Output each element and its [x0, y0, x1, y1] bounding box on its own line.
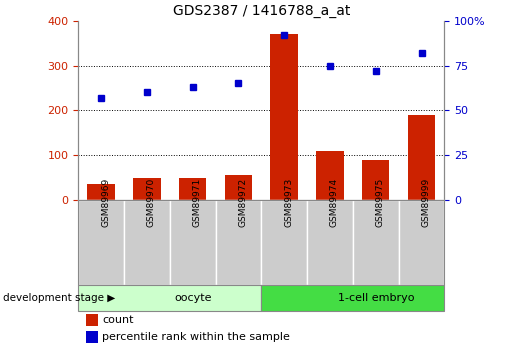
Bar: [262, 200, 307, 285]
Bar: [86, 314, 98, 326]
Text: GSM89970: GSM89970: [147, 178, 156, 227]
Bar: [78, 200, 124, 285]
Bar: [86, 331, 98, 343]
Bar: [87, 184, 115, 200]
Bar: [78, 285, 262, 310]
Bar: [179, 178, 207, 200]
Text: GSM89972: GSM89972: [238, 178, 247, 227]
Bar: [307, 200, 353, 285]
Text: GSM89969: GSM89969: [101, 178, 110, 227]
Text: 1-cell embryo: 1-cell embryo: [337, 293, 414, 303]
Bar: [408, 115, 435, 200]
Bar: [170, 200, 216, 285]
Text: count: count: [102, 315, 134, 325]
Bar: [271, 34, 298, 200]
Text: percentile rank within the sample: percentile rank within the sample: [102, 333, 290, 342]
Bar: [124, 200, 170, 285]
Text: oocyte: oocyte: [174, 293, 212, 303]
Text: GSM89971: GSM89971: [193, 178, 201, 227]
Bar: [262, 285, 444, 310]
Bar: [216, 200, 262, 285]
Bar: [398, 200, 444, 285]
Bar: [362, 160, 389, 200]
Bar: [86, 314, 98, 326]
Bar: [225, 175, 252, 200]
Text: GSM89974: GSM89974: [330, 178, 339, 227]
Text: GSM89973: GSM89973: [284, 178, 293, 227]
Text: GSM89999: GSM89999: [422, 178, 431, 227]
Text: development stage ▶: development stage ▶: [3, 293, 115, 303]
Bar: [316, 151, 344, 200]
Text: GSM89975: GSM89975: [376, 178, 385, 227]
Bar: [353, 200, 398, 285]
Title: GDS2387 / 1416788_a_at: GDS2387 / 1416788_a_at: [173, 4, 350, 18]
Bar: [133, 178, 161, 200]
